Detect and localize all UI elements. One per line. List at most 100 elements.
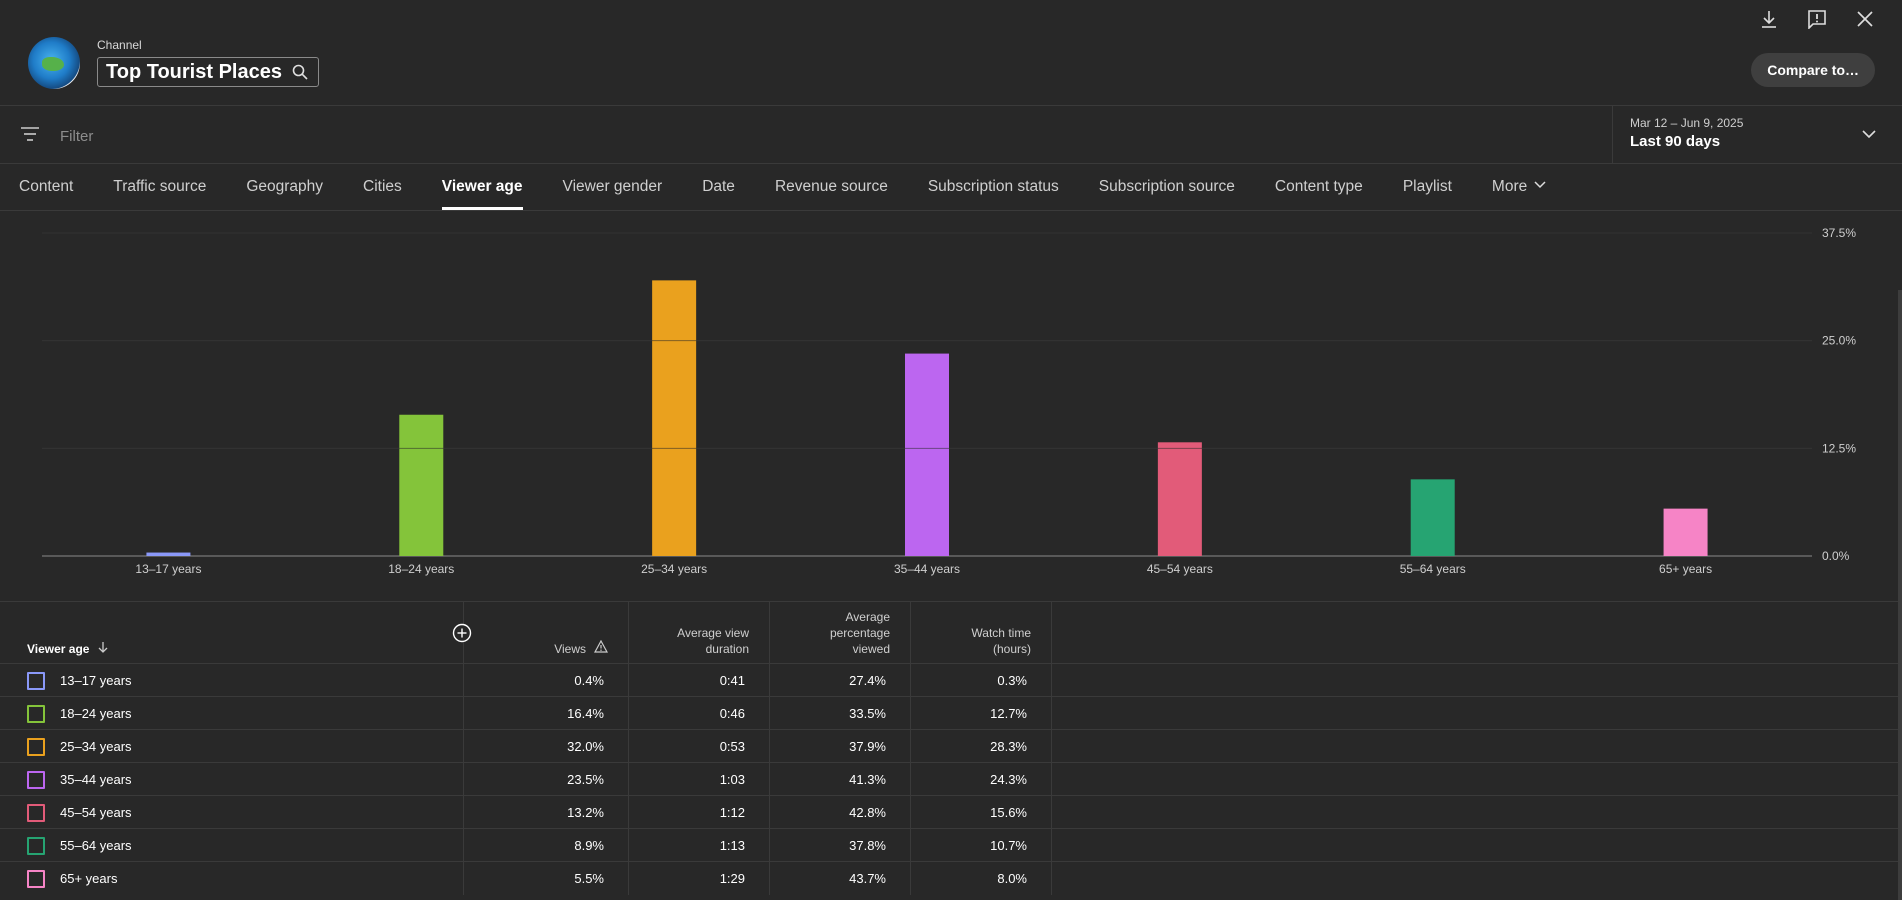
bar-18-24-years[interactable]	[399, 414, 444, 556]
channel-avatar[interactable]	[28, 37, 80, 89]
row-wt-cell: 24.3%	[911, 763, 1052, 796]
sort-arrow-down-icon[interactable]	[97, 641, 109, 657]
compare-button[interactable]: Compare to…	[1751, 53, 1875, 87]
y-tick-label: 12.5%	[1822, 441, 1856, 455]
close-icon[interactable]	[1852, 6, 1878, 32]
bar-25-34-years[interactable]	[652, 280, 697, 556]
bar-13-17-years[interactable]	[146, 552, 191, 556]
tab-label: Playlist	[1402, 178, 1452, 195]
date-range-picker[interactable]: Mar 12 – Jun 9, 2025 Last 90 days	[1612, 106, 1902, 163]
tab-label: More	[1491, 178, 1528, 195]
tab-viewer-age[interactable]: Viewer age	[441, 164, 523, 210]
table-row[interactable]: 65+ years 5.5% 1:29 43.7% 8.0%	[0, 861, 1902, 895]
channel-selector[interactable]: Top Tourist Places	[97, 57, 319, 87]
row-age-cell: 13–17 years	[0, 664, 464, 697]
bar-35-44-years[interactable]	[905, 353, 949, 556]
row-views-cell: 16.4%	[464, 697, 629, 730]
series-checkbox[interactable]	[27, 671, 45, 690]
row-age-label: 18–24 years	[60, 706, 132, 721]
tab-content-type[interactable]: Content type	[1275, 164, 1363, 210]
dimension-tabs: Content Traffic source Geography Cities View…	[0, 164, 1902, 211]
table-row[interactable]: 55–64 years 8.9% 1:13 37.8% 10.7%	[0, 828, 1902, 862]
x-tick-label: 25–34 years	[641, 562, 707, 576]
row-age-cell: 45–54 years	[0, 796, 464, 829]
column-header-average-view-duration[interactable]: Average view duration	[629, 601, 770, 663]
tab-traffic-source[interactable]: Traffic source	[113, 164, 206, 210]
bar-65-years[interactable]	[1663, 508, 1708, 556]
table-row[interactable]: 13–17 years 0.4% 0:41 27.4% 0.3%	[0, 663, 1902, 697]
row-age-cell: 25–34 years	[0, 730, 464, 763]
tab-revenue-source[interactable]: Revenue source	[775, 164, 888, 210]
column-header-average-percentage-viewed[interactable]: Average percentage viewed	[770, 601, 911, 663]
bar-chart: 0.0% 12.5% 25.0% 37.5% 13–17 years 18–24 year…	[42, 226, 1856, 576]
row-age-label: 45–54 years	[60, 805, 132, 820]
x-tick-label: 55–64 years	[1400, 562, 1466, 576]
top-icons	[1756, 6, 1878, 32]
tab-label: Geography	[246, 178, 324, 195]
tab-viewer-gender[interactable]: Viewer gender	[563, 164, 663, 210]
search-icon[interactable]	[292, 64, 308, 80]
column-header-views[interactable]: Views	[464, 601, 629, 663]
tab-label: Cities	[363, 178, 402, 195]
channel-name: Top Tourist Places	[106, 60, 282, 83]
filter-icon[interactable]	[20, 124, 40, 149]
series-checkbox[interactable]	[27, 770, 45, 789]
tab-content[interactable]: Content	[19, 164, 73, 210]
tab-subscription-status[interactable]: Subscription status	[928, 164, 1059, 210]
feedback-icon[interactable]	[1804, 6, 1830, 32]
x-tick-label: 13–17 years	[135, 562, 201, 576]
row-apv-cell: 41.3%	[770, 763, 911, 796]
top-bar: Channel Top Tourist Places Compare to…	[0, 0, 1902, 106]
row-apv-cell: 42.8%	[770, 796, 911, 829]
row-views-cell: 23.5%	[464, 763, 629, 796]
filter-input[interactable]	[58, 123, 1562, 149]
column-header-watch-time[interactable]: Watch time (hours)	[911, 601, 1052, 663]
row-views-cell: 0.4%	[464, 664, 629, 697]
y-tick-label: 25.0%	[1822, 334, 1856, 348]
row-age-cell: 35–44 years	[0, 763, 464, 796]
add-metric-icon[interactable]	[452, 623, 472, 643]
tab-geography[interactable]: Geography	[246, 164, 323, 210]
table-row[interactable]: 18–24 years 16.4% 0:46 33.5% 12.7%	[0, 696, 1902, 730]
row-age-label: 35–44 years	[60, 772, 132, 787]
bar-55-64-years[interactable]	[1410, 479, 1455, 556]
column-header-avd-line1: Average view	[677, 626, 749, 640]
series-checkbox[interactable]	[27, 869, 45, 888]
row-views-cell: 32.0%	[464, 730, 629, 763]
row-avd-cell: 0:53	[629, 730, 770, 763]
chevron-down-icon	[1533, 178, 1547, 197]
row-age-cell: 18–24 years	[0, 697, 464, 730]
row-age-cell: 55–64 years	[0, 829, 464, 862]
download-icon[interactable]	[1756, 6, 1782, 32]
series-checkbox[interactable]	[27, 803, 45, 822]
table-row[interactable]: 25–34 years 32.0% 0:53 37.9% 28.3%	[0, 729, 1902, 763]
y-tick-label: 37.5%	[1822, 226, 1856, 240]
tab-cities[interactable]: Cities	[363, 164, 402, 210]
column-header-viewer-age-label: Viewer age	[27, 642, 90, 656]
date-range-text: Mar 12 – Jun 9, 2025	[1630, 116, 1744, 130]
chevron-down-icon	[1861, 126, 1877, 147]
warning-icon[interactable]	[593, 639, 609, 657]
tab-playlist[interactable]: Playlist	[1403, 164, 1452, 210]
tab-subscription-source[interactable]: Subscription source	[1099, 164, 1235, 210]
x-tick-label: 35–44 years	[894, 562, 960, 576]
row-wt-cell: 8.0%	[911, 862, 1052, 895]
tab-date[interactable]: Date	[702, 164, 735, 210]
series-checkbox[interactable]	[27, 836, 45, 855]
tab-more[interactable]: More	[1492, 164, 1547, 210]
column-header-apv-line3: viewed	[852, 642, 890, 656]
scrollbar[interactable]	[1898, 290, 1902, 900]
row-avd-cell: 0:41	[629, 664, 770, 697]
row-avd-cell: 1:12	[629, 796, 770, 829]
table-row[interactable]: 45–54 years 13.2% 1:12 42.8% 15.6%	[0, 795, 1902, 829]
row-wt-cell: 10.7%	[911, 829, 1052, 862]
row-views-cell: 13.2%	[464, 796, 629, 829]
table-row[interactable]: 35–44 years 23.5% 1:03 41.3% 24.3%	[0, 762, 1902, 796]
column-header-views-label: Views	[554, 641, 586, 656]
series-checkbox[interactable]	[27, 737, 45, 756]
column-header-apv-line2: percentage	[829, 626, 890, 640]
series-checkbox[interactable]	[27, 704, 45, 723]
bar-45-54-years[interactable]	[1157, 442, 1202, 556]
column-header-viewer-age[interactable]: Viewer age	[0, 601, 464, 663]
row-wt-cell: 12.7%	[911, 697, 1052, 730]
